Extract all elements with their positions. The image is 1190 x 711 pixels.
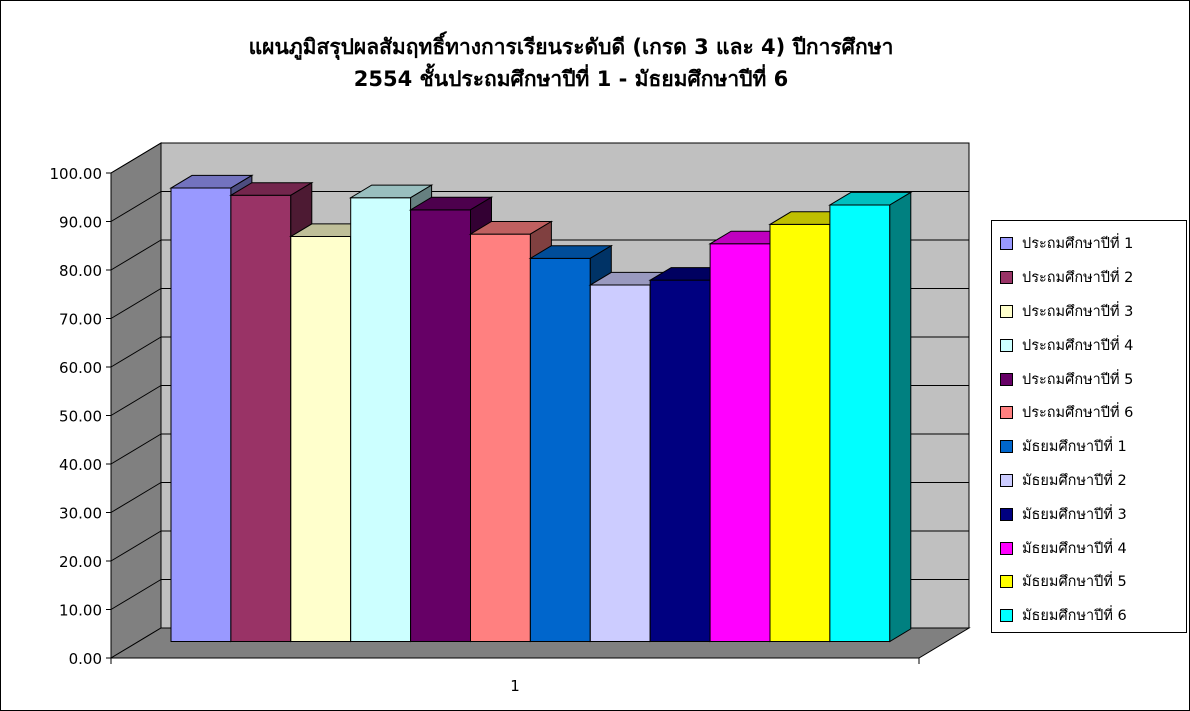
bar-front [230, 194, 292, 642]
legend-label: มัธยมศึกษาปีที่ 3 [1022, 506, 1127, 523]
bar-front [829, 204, 891, 642]
legend-label: ประถมศึกษาปีที่ 3 [1022, 303, 1134, 320]
legend-swatch [1000, 575, 1013, 589]
bar-front [649, 279, 711, 642]
legend-swatch [1000, 372, 1013, 386]
bar [828, 191, 913, 643]
bar-side [889, 191, 912, 643]
legend-swatch [1000, 473, 1013, 487]
y-tick-label: 40.00 [59, 456, 102, 474]
y-tick-label: 20.00 [59, 553, 102, 571]
gridline-side [110, 239, 162, 271]
x-tick-label: 1 [510, 677, 520, 695]
legend-item: มัธยมศึกษาปีที่ 2 [1000, 464, 1186, 498]
bar-front [769, 223, 831, 642]
gridline-side [110, 288, 162, 319]
legend-swatch [1000, 440, 1013, 454]
legend-label: มัธยมศึกษาปีที่ 5 [1022, 574, 1127, 591]
legend-label: ประถมศึกษาปีที่ 4 [1022, 337, 1134, 354]
gridline-side [110, 530, 162, 562]
legend-swatch [1000, 609, 1013, 623]
gridline-side [110, 142, 162, 174]
chart-title: แผนภูมิสรุปผลสัมฤทธิ์ทางการเรียนระดับดี … [1, 31, 1141, 95]
bar-front [709, 243, 771, 642]
legend-item: มัธยมศึกษาปีที่ 3 [1000, 497, 1186, 531]
legend-label: ประถมศึกษาปีที่ 5 [1022, 371, 1134, 388]
legend-swatch [1000, 541, 1013, 555]
y-tick-label: 30.00 [59, 505, 102, 523]
legend-item: มัธยมศึกษาปีที่ 4 [1000, 531, 1186, 565]
chart-title-line-2: 2554 ชั้นประถมศึกษาปีที่ 1 - มัธยมศึกษาป… [353, 67, 789, 91]
legend-item: มัธยมศึกษาปีที่ 6 [1000, 599, 1186, 633]
chart-title-line-1: แผนภูมิสรุปผลสัมฤทธิ์ทางการเรียนระดับดี … [248, 35, 894, 59]
y-tick-label: 60.00 [59, 359, 102, 377]
legend-label: ประถมศึกษาปีที่ 6 [1022, 405, 1134, 422]
bar-front [350, 197, 412, 642]
bar-front [170, 187, 232, 642]
y-tick-label: 10.00 [59, 602, 102, 620]
bar-chart-3d: 0.00 10.00 20.00 30.00 40.00 50.00 60.00 70.00 8… [50, 142, 971, 695]
gridline-side [110, 191, 162, 222]
legend-label: ประถมศึกษาปีที่ 2 [1022, 270, 1134, 287]
legend-swatch [1000, 237, 1013, 251]
legend-item: มัธยมศึกษาปีที่ 5 [1000, 565, 1186, 599]
legend-swatch [1000, 304, 1013, 318]
gridline-side [110, 385, 162, 416]
bar-front [290, 236, 352, 642]
y-tick-label: 100.00 [50, 165, 103, 183]
legend-item: ประถมศึกษาปีที่ 5 [1000, 362, 1186, 396]
gridline-side [110, 579, 162, 610]
legend-swatch [1000, 406, 1013, 420]
y-tick-label: 70.00 [59, 311, 102, 329]
legend-label: มัธยมศึกษาปีที่ 6 [1022, 608, 1127, 625]
bar-front [410, 209, 471, 642]
y-tick-label: 50.00 [59, 408, 102, 426]
legend-label: มัธยมศึกษาปีที่ 4 [1022, 540, 1127, 557]
y-tick-label: 80.00 [59, 262, 102, 280]
legend-item: มัธยมศึกษาปีที่ 1 [1000, 430, 1186, 464]
legend-swatch [1000, 271, 1013, 285]
legend-swatch [1000, 507, 1013, 521]
legend-swatch [1000, 338, 1013, 352]
legend-label: มัธยมศึกษาปีที่ 2 [1022, 472, 1127, 489]
legend-item: ประถมศึกษาปีที่ 6 [1000, 396, 1186, 430]
chart-legend: ประถมศึกษาปีที่ 1 ประถมศึกษาปีที่ 2 ประถมศ… [991, 220, 1187, 633]
bar-front [529, 257, 591, 642]
y-tick-label: 90.00 [59, 214, 102, 232]
bar-front [470, 233, 531, 642]
legend-item: ประถมศึกษาปีที่ 4 [1000, 328, 1186, 362]
legend-label: มัธยมศึกษาปีที่ 1 [1022, 439, 1127, 456]
gridline-side [110, 482, 162, 513]
gridline-side [110, 433, 162, 465]
legend-item: ประถมศึกษาปีที่ 1 [1000, 227, 1186, 261]
y-tick-label: 0.00 [69, 650, 102, 668]
legend-item: ประถมศึกษาปีที่ 3 [1000, 295, 1186, 329]
legend-item: ประถมศึกษาปีที่ 2 [1000, 261, 1186, 295]
legend-label: ประถมศึกษาปีที่ 1 [1022, 236, 1134, 253]
gridline-side [110, 336, 162, 368]
bar-front [589, 284, 651, 642]
